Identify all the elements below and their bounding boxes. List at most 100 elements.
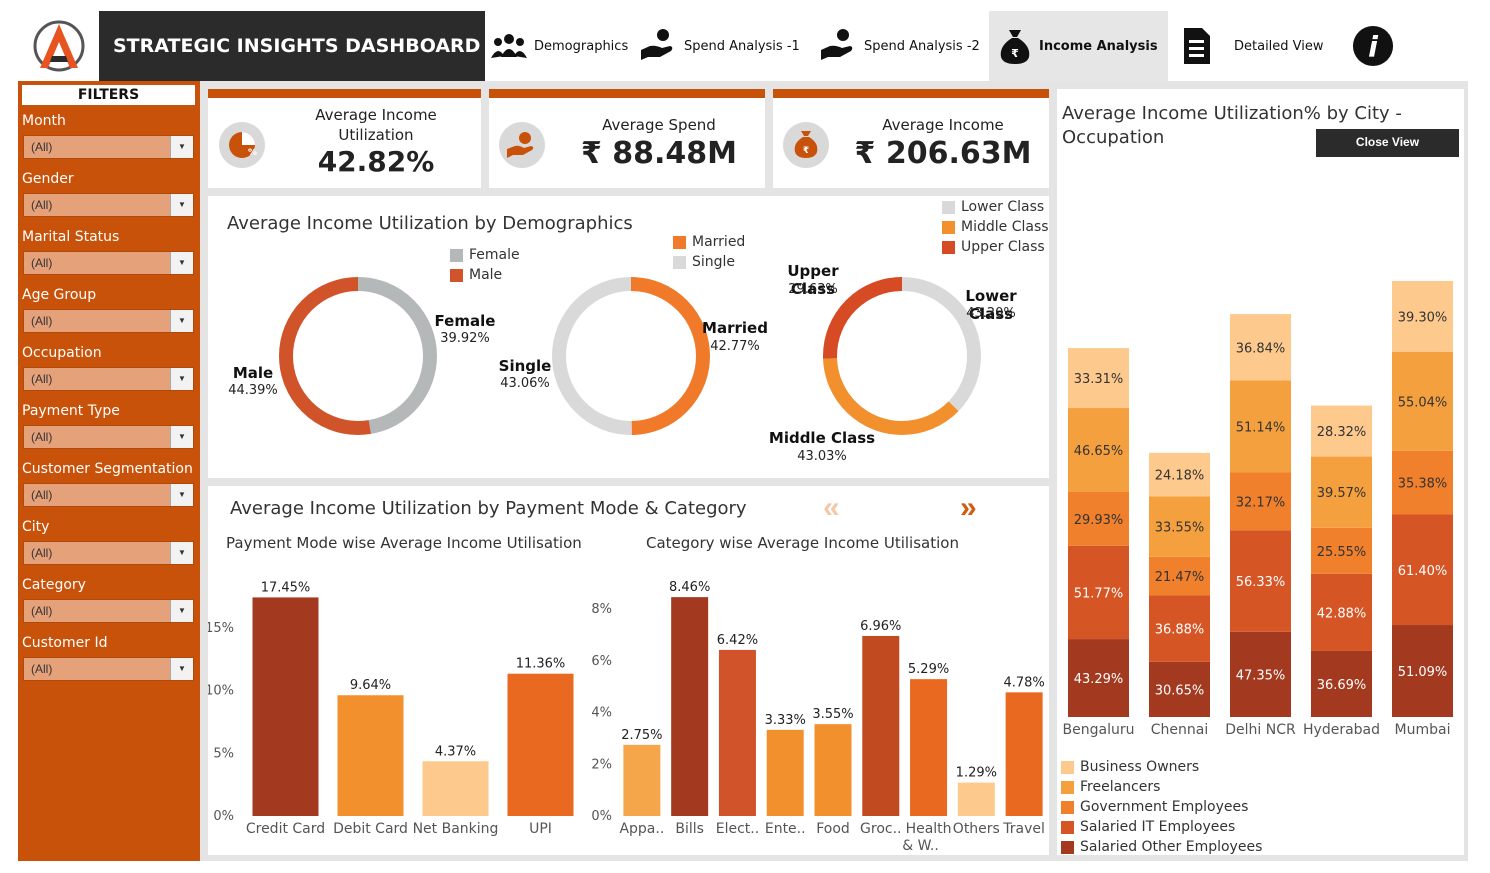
segment-data-label: 35.38%	[1398, 477, 1448, 492]
x-tick-label: Others	[953, 821, 1000, 837]
bar[interactable]	[337, 695, 404, 816]
stacked-bar-segment[interactable]	[1068, 408, 1129, 493]
stacked-bar-segment[interactable]	[1311, 650, 1372, 717]
tab-detailed-view[interactable]: Detailed View	[1180, 11, 1340, 81]
tab-income-analysis[interactable]: ₹ Income Analysis	[989, 11, 1168, 81]
stacked-bar-segment[interactable]	[1230, 472, 1291, 531]
bar[interactable]	[671, 597, 709, 816]
filter-dropdown[interactable]: (All) ▼	[23, 657, 194, 681]
x-tick-label: Groc..	[860, 821, 901, 837]
chevron-down-icon[interactable]: ▼	[170, 484, 193, 506]
chevron-down-icon[interactable]: ▼	[170, 658, 193, 680]
stacked-bar-segment[interactable]	[1068, 492, 1129, 546]
close-view-button[interactable]: Close View	[1316, 129, 1459, 157]
stacked-bar-segment[interactable]	[1230, 314, 1291, 381]
filter-dropdown[interactable]: (All) ▼	[23, 541, 194, 565]
stacked-bar-segment[interactable]	[1392, 281, 1453, 352]
stacked-bar-segment[interactable]	[1068, 348, 1129, 409]
bar-data-label: 9.64%	[350, 678, 391, 693]
chevron-down-icon[interactable]: ▼	[170, 252, 193, 274]
payment-mode-bar-chart: 0% 5% 10% 15% 17.45% Credit Card 9.64% Debit Ca…	[208, 580, 574, 837]
filter-dropdown[interactable]: (All) ▼	[23, 135, 194, 159]
chevron-down-icon[interactable]: ▼	[170, 310, 193, 332]
filter-dropdown[interactable]: (All) ▼	[23, 599, 194, 623]
filter-value: (All)	[31, 546, 53, 560]
stacked-bar-segment[interactable]	[1392, 625, 1453, 717]
legend-item: Salaried IT Employees	[1061, 819, 1235, 835]
stacked-bar-segment[interactable]	[1311, 405, 1372, 457]
bar[interactable]	[252, 597, 319, 816]
chevron-down-icon[interactable]: ▼	[170, 542, 193, 564]
stacked-bar-segment[interactable]	[1311, 573, 1372, 651]
svg-text:%: %	[248, 148, 257, 158]
stacked-bar-segment[interactable]	[1392, 450, 1453, 515]
stacked-bar-segment[interactable]	[1149, 452, 1210, 497]
chevron-down-icon[interactable]: ▼	[170, 194, 193, 216]
payment-category-charts: 0% 5% 10% 15% 17.45% Credit Card 9.64% Debit Ca…	[208, 580, 1045, 854]
segment-data-label: 61.40%	[1398, 564, 1448, 579]
bar[interactable]	[422, 761, 489, 816]
dashboard-title: STRATEGIC INSIGHTS DASHBOARD	[99, 11, 485, 81]
bar[interactable]	[507, 673, 574, 816]
chevron-down-icon[interactable]: ▼	[170, 368, 193, 390]
legend-item: Salaried Other Employees	[1061, 839, 1262, 855]
hand-coin-icon	[641, 29, 673, 60]
info-button[interactable]: i	[1352, 11, 1400, 81]
stacked-bar-segment[interactable]	[1149, 496, 1210, 557]
filter-dropdown[interactable]: (All) ▼	[23, 425, 194, 449]
tab-spend-analysis-1[interactable]: Spend Analysis -1	[638, 11, 813, 81]
filter-dropdown[interactable]: (All) ▼	[23, 483, 194, 507]
stacked-bar-segment[interactable]	[1068, 545, 1129, 640]
tab-label: Demographics	[534, 38, 629, 54]
category-bar-chart: 0% 2% 4% 6% 8% 2.75% Appa.. 8.46% Bills 6.42% Elec…	[591, 580, 1045, 854]
kpi-value: 42.82%	[317, 145, 435, 178]
donut-label-lower-class: Lower Class	[965, 287, 1017, 323]
x-tick-label: Health	[906, 821, 952, 837]
city-panel-title-2: Occupation	[1062, 127, 1165, 148]
bar-data-label: 17.45%	[261, 580, 311, 595]
chevron-down-icon[interactable]: ▼	[170, 136, 193, 158]
chevron-down-icon[interactable]: ▼	[170, 426, 193, 448]
next-page-button[interactable]: »	[960, 491, 977, 524]
stacked-bar-segment[interactable]	[1149, 661, 1210, 717]
donut-slice-upper-class	[823, 277, 981, 435]
segment-data-label: 25.55%	[1317, 545, 1367, 560]
filter-dropdown[interactable]: (All) ▼	[23, 309, 194, 333]
chevron-down-icon[interactable]: ▼	[170, 600, 193, 622]
stacked-bar-segment[interactable]	[1230, 631, 1291, 717]
stacked-bar-segment[interactable]	[1230, 530, 1291, 632]
bar[interactable]	[718, 649, 756, 816]
bar[interactable]	[1005, 692, 1043, 816]
bar[interactable]	[910, 679, 948, 816]
stacked-bar-segment[interactable]	[1392, 514, 1453, 626]
filter-dropdown[interactable]: (All) ▼	[23, 367, 194, 391]
stacked-bar-segment[interactable]	[1392, 351, 1453, 451]
prev-page-button[interactable]: «	[823, 491, 840, 524]
filter-dropdown[interactable]: (All) ▼	[23, 193, 194, 217]
donut-slice-middle-class	[823, 277, 981, 435]
kpi-title: Average Spend	[602, 116, 716, 134]
bar[interactable]	[862, 635, 900, 816]
stacked-bar-segment[interactable]	[1230, 380, 1291, 473]
tab-spend-analysis-2[interactable]: Spend Analysis -2	[818, 11, 990, 81]
tab-demographics[interactable]: Demographics	[490, 11, 630, 81]
bar[interactable]	[957, 782, 995, 816]
bar[interactable]	[766, 729, 804, 816]
filter-label: Customer Segmentation	[22, 461, 193, 477]
money-bag-icon: ₹	[783, 122, 829, 168]
stacked-bar-segment[interactable]	[1149, 556, 1210, 596]
stacked-bar-segment[interactable]	[1068, 639, 1129, 717]
bar[interactable]	[623, 744, 661, 816]
tab-label: Income Analysis	[1039, 38, 1158, 54]
x-tick-label: Mumbai	[1395, 722, 1451, 738]
filter-label: Age Group	[22, 287, 97, 303]
y-tick-label: 6%	[591, 654, 612, 669]
kpi-title: Average Income	[315, 106, 437, 124]
x-tick-label: Appa..	[619, 821, 664, 837]
stacked-bar-segment[interactable]	[1311, 456, 1372, 528]
segment-data-label: 36.84%	[1236, 341, 1286, 356]
stacked-bar-segment[interactable]	[1149, 595, 1210, 662]
bar[interactable]	[814, 724, 852, 816]
filter-dropdown[interactable]: (All) ▼	[23, 251, 194, 275]
stacked-bar-segment[interactable]	[1311, 527, 1372, 574]
